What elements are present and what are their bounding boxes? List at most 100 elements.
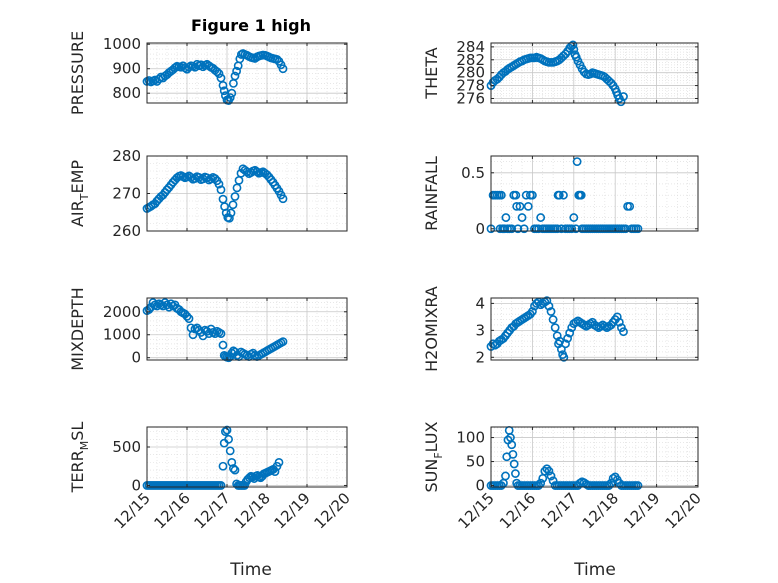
y-tick-label: 260 [112,222,141,240]
data-point [565,328,575,338]
data-point [523,201,533,211]
data-point [559,190,568,200]
data-point [569,213,579,222]
y-axis-label: H2OMIXRA [422,286,441,372]
data-point [519,224,529,234]
data-point [204,329,214,338]
series-points [142,164,288,223]
data-point [214,179,224,189]
data-point [182,311,192,321]
data-point [278,337,288,347]
data-point [546,307,556,316]
data-point [517,213,527,222]
data-point [232,66,241,76]
x-axis-label-right: Time [573,560,616,580]
y-tick-label: 0 [131,349,141,367]
data-point [162,300,172,310]
data-point [230,192,240,201]
y-tick-label: 100 [456,429,485,447]
data-point [216,329,226,338]
y-tick-label: 500 [112,438,141,456]
data-point [614,317,624,327]
data-point [633,481,643,490]
data-point [194,325,204,335]
axes-box [490,426,699,488]
data-point [210,329,220,338]
y-tick-label: 800 [112,84,141,102]
panel-air: 260 270 280 AIRTEMP [68,147,348,240]
data-point [186,172,196,182]
y-tick-label: 270 [112,185,141,203]
data-point [496,481,506,490]
data-point [270,467,280,477]
y-axis-label: AIRTEMP [68,160,91,227]
y-tick-label: 0 [131,476,141,494]
data-point [222,425,232,435]
panel-h2omixra: 2 3 4 H2OMIXRA [422,286,699,372]
y-tick-label: 0 [475,220,485,238]
data-point [534,224,544,234]
data-point [554,190,564,200]
data-point [544,466,554,476]
y-tick-label: 0 [475,477,485,495]
data-point [563,334,572,343]
data-point [534,481,544,490]
y-axis-label: THETA [422,47,441,99]
y-axis-label: MIXDEPTH [68,287,87,370]
data-point [230,71,240,81]
axes-box [146,426,348,488]
data-point [511,469,520,478]
y-tick-label: 280 [456,64,485,82]
data-point [242,167,252,177]
axes-box [490,297,699,361]
data-point [227,88,237,98]
data-point [512,201,522,211]
panel-mixdepth: 0 1000 2000 MIXDEPTH [68,287,348,371]
data-point [556,344,566,354]
data-point [542,296,552,306]
data-point [542,464,552,474]
data-point [184,62,194,72]
data-point [612,312,622,322]
data-point [536,213,546,222]
panel-pressure: 800 900 1000 PRESSURE [68,31,348,115]
data-point [515,201,525,211]
data-point [220,427,230,437]
data-point [212,67,222,77]
data-point [552,224,562,234]
data-point [152,301,162,311]
data-point [540,466,550,476]
data-point [507,224,517,234]
data-point [556,224,566,234]
data-point [225,446,235,456]
data-point [214,69,224,79]
y-tick-label: 2 [475,348,485,366]
data-point [625,201,635,211]
panel-rainfall: 0 0.5 RAINFALL [422,155,699,238]
data-point [196,60,206,70]
data-point [202,173,212,183]
y-tick-label: 50 [466,453,485,471]
data-point [218,80,228,90]
data-point [633,224,643,234]
data-point [619,92,628,101]
data-point [621,224,630,234]
series-points [486,296,628,362]
y-axis-label: SUNFLUX [422,421,445,492]
series-points [142,298,288,363]
series-points [486,425,643,490]
series-points [142,49,288,105]
x-axis-label-left: Time [229,560,272,580]
data-point [550,323,560,333]
data-point [509,459,519,469]
y-axis-label: PRESSURE [68,31,87,115]
data-point [501,471,510,481]
y-tick-label: 276 [456,89,485,107]
data-point [507,440,517,450]
data-point [228,464,238,473]
data-point [567,224,577,234]
data-point [278,194,288,204]
data-point [170,63,180,73]
y-tick-label: 3 [475,321,485,339]
